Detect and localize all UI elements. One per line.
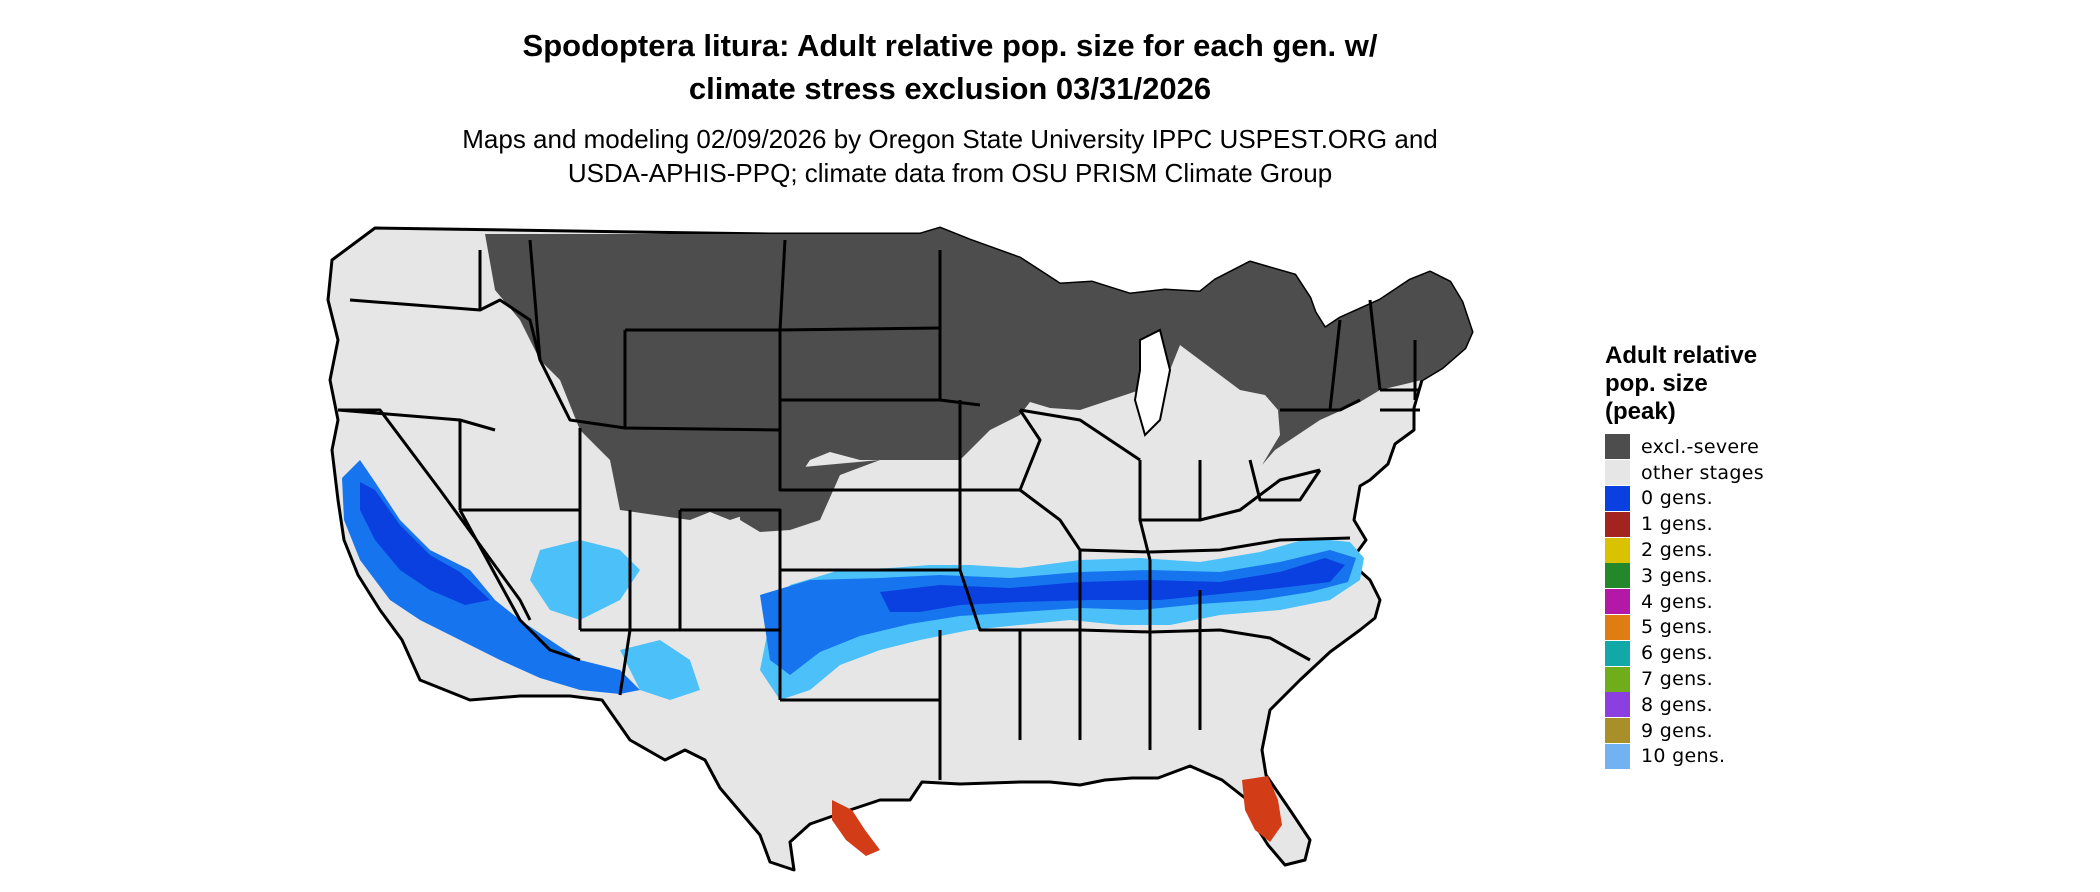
legend-label: 3 gens.: [1641, 564, 1713, 587]
legend-swatch: [1605, 692, 1630, 718]
legend-swatch: [1605, 718, 1630, 744]
legend-swatch: [1605, 485, 1630, 511]
legend-label: 6 gens.: [1641, 642, 1713, 665]
legend-item-5-gens: 5 gens.: [1605, 614, 1825, 641]
legend-swatch: [1605, 511, 1630, 537]
legend-label: 10 gens.: [1641, 745, 1726, 768]
legend-swatch: [1605, 743, 1630, 769]
subtitle-line-1: Maps and modeling 02/09/2026 by Oregon S…: [462, 124, 1438, 154]
legend-label: 5 gens.: [1641, 616, 1713, 639]
legend-label: 2 gens.: [1641, 539, 1713, 562]
legend-label: 8 gens.: [1641, 693, 1713, 716]
legend-swatch: [1605, 434, 1630, 460]
legend-title-line-2: pop. size: [1605, 370, 1708, 397]
legend-label: 1 gens.: [1641, 513, 1713, 536]
legend-item-10-gens: 10 gens.: [1605, 743, 1825, 770]
gen-0-regions: [342, 460, 1364, 700]
subtitle-line-2: USDA-APHIS-PPQ; climate data from OSU PR…: [567, 158, 1333, 188]
legend-swatch: [1605, 537, 1630, 563]
legend-title: Adult relative pop. size (peak): [1605, 342, 1825, 426]
legend-swatch: [1605, 640, 1630, 666]
legend-label: other stages: [1641, 461, 1764, 484]
legend-swatch: [1605, 614, 1630, 640]
legend-title-line-3: (peak): [1605, 398, 1676, 425]
legend-label: 0 gens.: [1641, 487, 1713, 510]
legend-label: 4 gens.: [1641, 590, 1713, 613]
gen-1-regions: [832, 776, 1282, 856]
title-line-1: Spodoptera litura: Adult relative pop. s…: [522, 28, 1378, 63]
legend-title-line-1: Adult relative: [1605, 342, 1758, 369]
legend-list: excl.-severe other stages 0 gens. 1 gens…: [1605, 434, 1825, 769]
legend-swatch: [1605, 666, 1630, 692]
legend-swatch: [1605, 563, 1630, 589]
legend-item-6-gens: 6 gens.: [1605, 640, 1825, 666]
state-borders: [337, 239, 1420, 780]
legend-item-other-stages: other stages: [1605, 460, 1825, 486]
legend-item-1-gens: 1 gens.: [1605, 511, 1825, 537]
legend: Adult relative pop. size (peak) excl.-se…: [1605, 342, 1825, 769]
legend-item-8-gens: 8 gens.: [1605, 692, 1825, 718]
map-subtitle: Maps and modeling 02/09/2026 by Oregon S…: [0, 122, 1900, 190]
legend-item-3-gens: 3 gens.: [1605, 563, 1825, 589]
legend-swatch: [1605, 460, 1630, 486]
excluded-regions: [485, 228, 1472, 532]
legend-item-7-gens: 7 gens.: [1605, 666, 1825, 692]
map-title: Spodoptera litura: Adult relative pop. s…: [0, 24, 1900, 110]
legend-label: 9 gens.: [1641, 719, 1713, 742]
legend-item-excluded: excl.-severe: [1605, 434, 1825, 460]
legend-item-2-gens: 2 gens.: [1605, 537, 1825, 563]
legend-swatch: [1605, 589, 1630, 615]
legend-item-9-gens: 9 gens.: [1605, 718, 1825, 744]
legend-label: 7 gens.: [1641, 668, 1713, 691]
legend-item-0-gens: 0 gens.: [1605, 485, 1825, 512]
title-line-2: climate stress exclusion 03/31/2026: [688, 71, 1212, 106]
us-map: [320, 220, 1580, 892]
legend-item-4-gens: 4 gens.: [1605, 589, 1825, 615]
legend-label: excl.-severe: [1641, 435, 1760, 458]
lake-michigan: [1133, 328, 1172, 437]
